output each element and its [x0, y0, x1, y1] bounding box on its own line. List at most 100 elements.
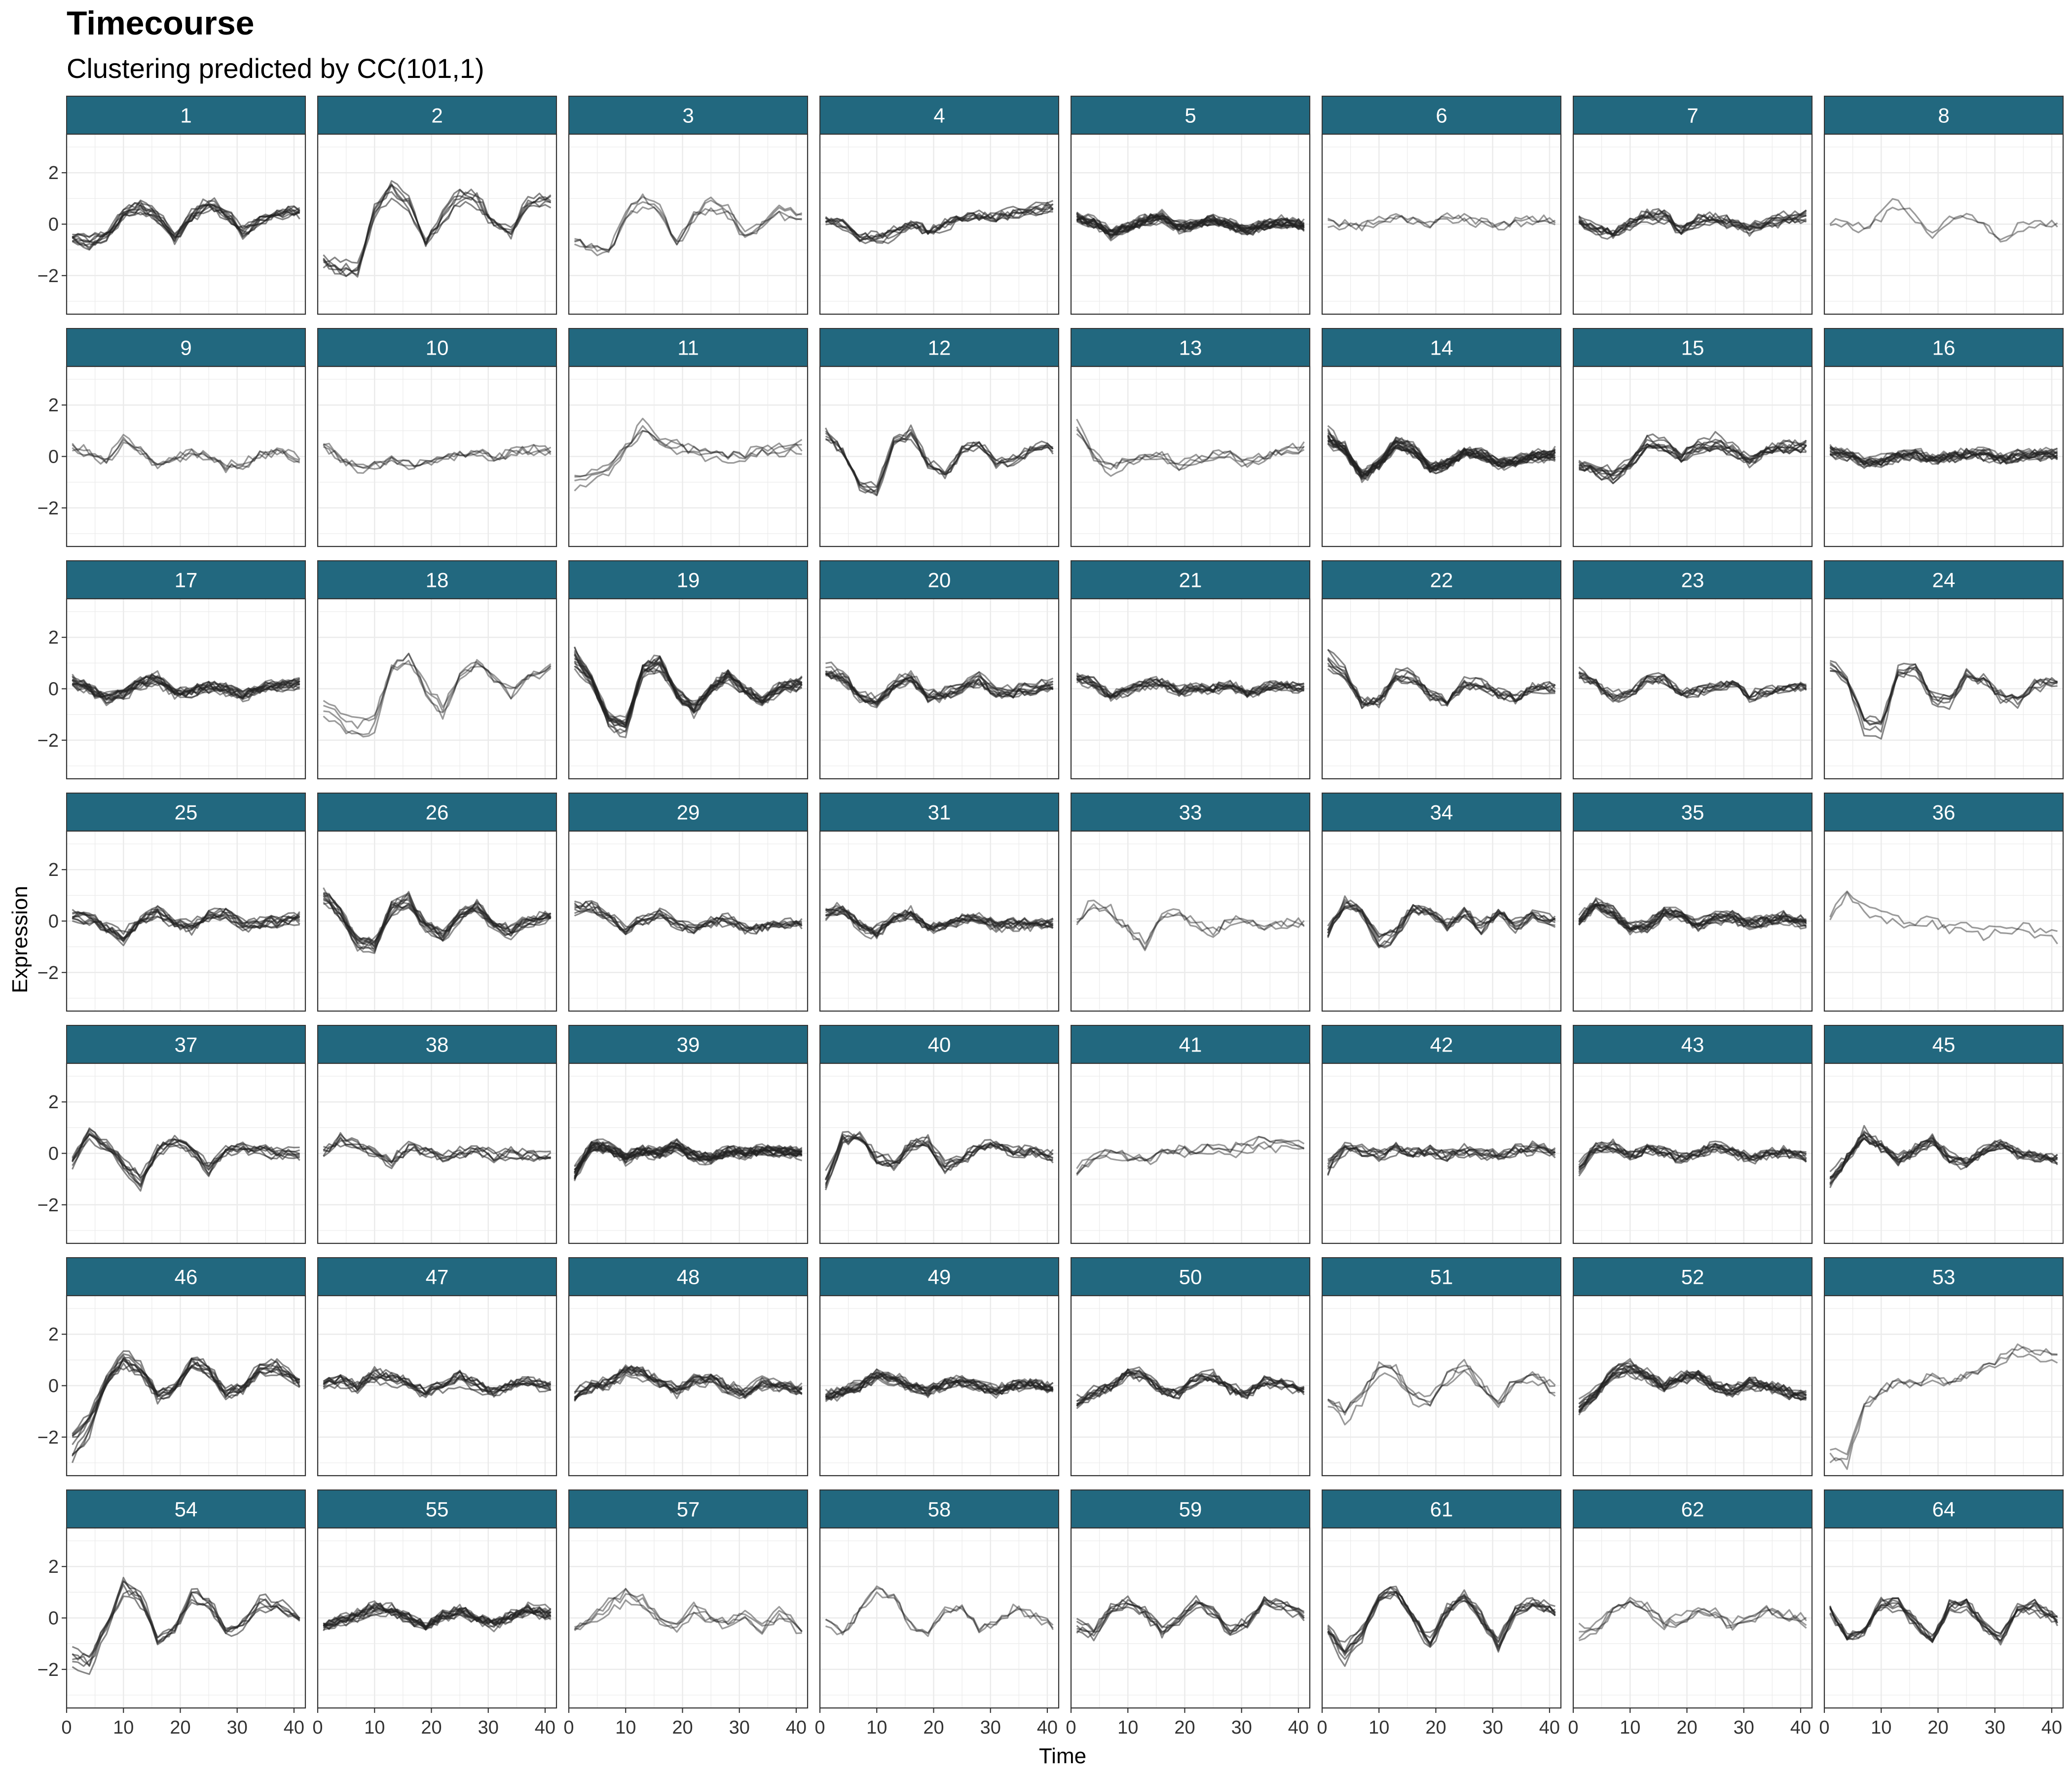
- series-line: [1327, 1592, 1556, 1652]
- y-tick-label: −2: [37, 1660, 59, 1680]
- facet-panel-5: 5: [1070, 96, 1311, 315]
- facet-strip-label: 13: [1179, 336, 1202, 360]
- series-line: [323, 895, 551, 944]
- facet-strip-19: [568, 560, 808, 599]
- y-tick-label: 2: [48, 627, 59, 648]
- facet-strip-label: 41: [1179, 1033, 1202, 1056]
- facet-strip-10: [317, 328, 557, 367]
- panel-border: [1823, 1527, 2064, 1709]
- series-line: [1829, 198, 2058, 241]
- facet-panel-21: 21: [1070, 560, 1311, 780]
- facet-strip-14: [1322, 328, 1561, 367]
- panel-border: [1070, 1527, 1311, 1709]
- facet-strip-16: [1824, 328, 2064, 367]
- facet-panel-40: 40: [819, 1025, 1060, 1244]
- x-tick-label: 20: [1676, 1717, 1697, 1738]
- facet-strip-label: 31: [928, 801, 951, 824]
- facet-panel-26: 26: [317, 793, 557, 1012]
- panel-border: [317, 598, 557, 780]
- panel-border: [819, 1295, 1060, 1477]
- x-tick-label: 40: [1539, 1717, 1560, 1738]
- series-line: [574, 1588, 803, 1632]
- series-line: [323, 659, 552, 729]
- facet-strip-label: 38: [426, 1033, 449, 1056]
- x-tick-label: 30: [980, 1717, 1001, 1738]
- series-line: [574, 646, 803, 727]
- series-line: [574, 430, 802, 477]
- series-line: [574, 430, 803, 478]
- facet-panel-35: 35: [1572, 793, 1813, 1012]
- facet-panel-62: 62 0 10 20 30 40: [1568, 1489, 1813, 1738]
- facet-strip-label: 2: [431, 104, 443, 127]
- series-line: [1076, 676, 1305, 699]
- series-line: [574, 1138, 803, 1180]
- x-tick-label: 30: [478, 1717, 499, 1738]
- facet-strip-label: 12: [928, 336, 951, 360]
- facet-strip-label: 4: [933, 104, 945, 127]
- facet-strip-label: 55: [426, 1498, 449, 1521]
- series-line: [825, 672, 1053, 706]
- facet-strip-33: [1071, 793, 1310, 832]
- facet-panel-43: 43: [1572, 1025, 1813, 1244]
- panel-border: [317, 1527, 557, 1709]
- panel-border: [1572, 598, 1813, 780]
- facet-strip-label: 7: [1687, 104, 1698, 127]
- facet-strip-label: 43: [1681, 1033, 1704, 1056]
- facet-strip-26: [317, 793, 557, 832]
- facet-strip-label: 45: [1932, 1033, 1956, 1056]
- facet-strip-label: 11: [677, 336, 699, 360]
- facet-strip-label: 19: [677, 569, 700, 592]
- panel-border: [1321, 365, 1562, 547]
- facet-strip-36: [1824, 793, 2064, 832]
- series-line: [72, 911, 300, 939]
- facet-strip-53: [1824, 1257, 2064, 1296]
- series-line: [825, 202, 1054, 240]
- x-tick-label: 30: [227, 1717, 248, 1738]
- series-line: [1578, 216, 1807, 237]
- series-line: [1578, 1597, 1807, 1641]
- facet-panel-36: 36: [1823, 793, 2064, 1012]
- panel-border: [1572, 1062, 1813, 1244]
- x-tick-label: 20: [170, 1717, 190, 1738]
- facet-strip-21: [1071, 560, 1310, 599]
- series-line: [1830, 207, 2058, 243]
- panel-border: [1321, 598, 1562, 780]
- facet-panel-19: 19: [568, 560, 809, 780]
- series-line: [1076, 1139, 1305, 1169]
- x-tick-label: 0: [1568, 1717, 1578, 1738]
- series-line: [825, 1136, 1054, 1184]
- series-line: [1830, 1352, 2058, 1455]
- series-line: [1578, 1143, 1807, 1177]
- x-tick-label: 40: [1288, 1717, 1309, 1738]
- series-line: [1076, 1595, 1305, 1633]
- facet-strip-35: [1573, 793, 1813, 832]
- facet-panel-38: 38: [317, 1025, 557, 1244]
- facet-strip-49: [819, 1257, 1059, 1296]
- x-tick-label: 30: [729, 1717, 750, 1738]
- series-line: [323, 1142, 552, 1162]
- y-tick-label: 0: [48, 447, 59, 468]
- facet-strip-label: 17: [175, 569, 198, 592]
- series-line: [1076, 429, 1305, 472]
- series-line: [1829, 444, 2058, 464]
- facet-strip-48: [568, 1257, 808, 1296]
- facet-panel-9: 9 −2 0 2: [37, 328, 306, 547]
- y-tick-label: 2: [48, 395, 59, 416]
- series-line: [72, 1358, 300, 1436]
- panel-border: [568, 830, 809, 1012]
- series-line: [574, 900, 803, 932]
- facet-strip-label: 62: [1681, 1498, 1704, 1521]
- facet-strip-label: 34: [1430, 801, 1453, 824]
- chart-subtitle: Clustering predicted by CC(101,1): [67, 53, 484, 84]
- chart-title: Timecourse: [67, 4, 254, 42]
- x-axis-title: Time: [1039, 1744, 1086, 1768]
- facet-panel-39: 39: [568, 1025, 809, 1244]
- facet-panel-57: 57 0 10 20 30 40: [563, 1489, 809, 1738]
- facet-panel-31: 31: [819, 793, 1060, 1012]
- series-line: [825, 424, 1054, 496]
- panel-border: [1823, 365, 2064, 547]
- facet-strip-23: [1573, 560, 1813, 599]
- facet-strip-31: [819, 793, 1059, 832]
- panel-border: [1823, 133, 2064, 315]
